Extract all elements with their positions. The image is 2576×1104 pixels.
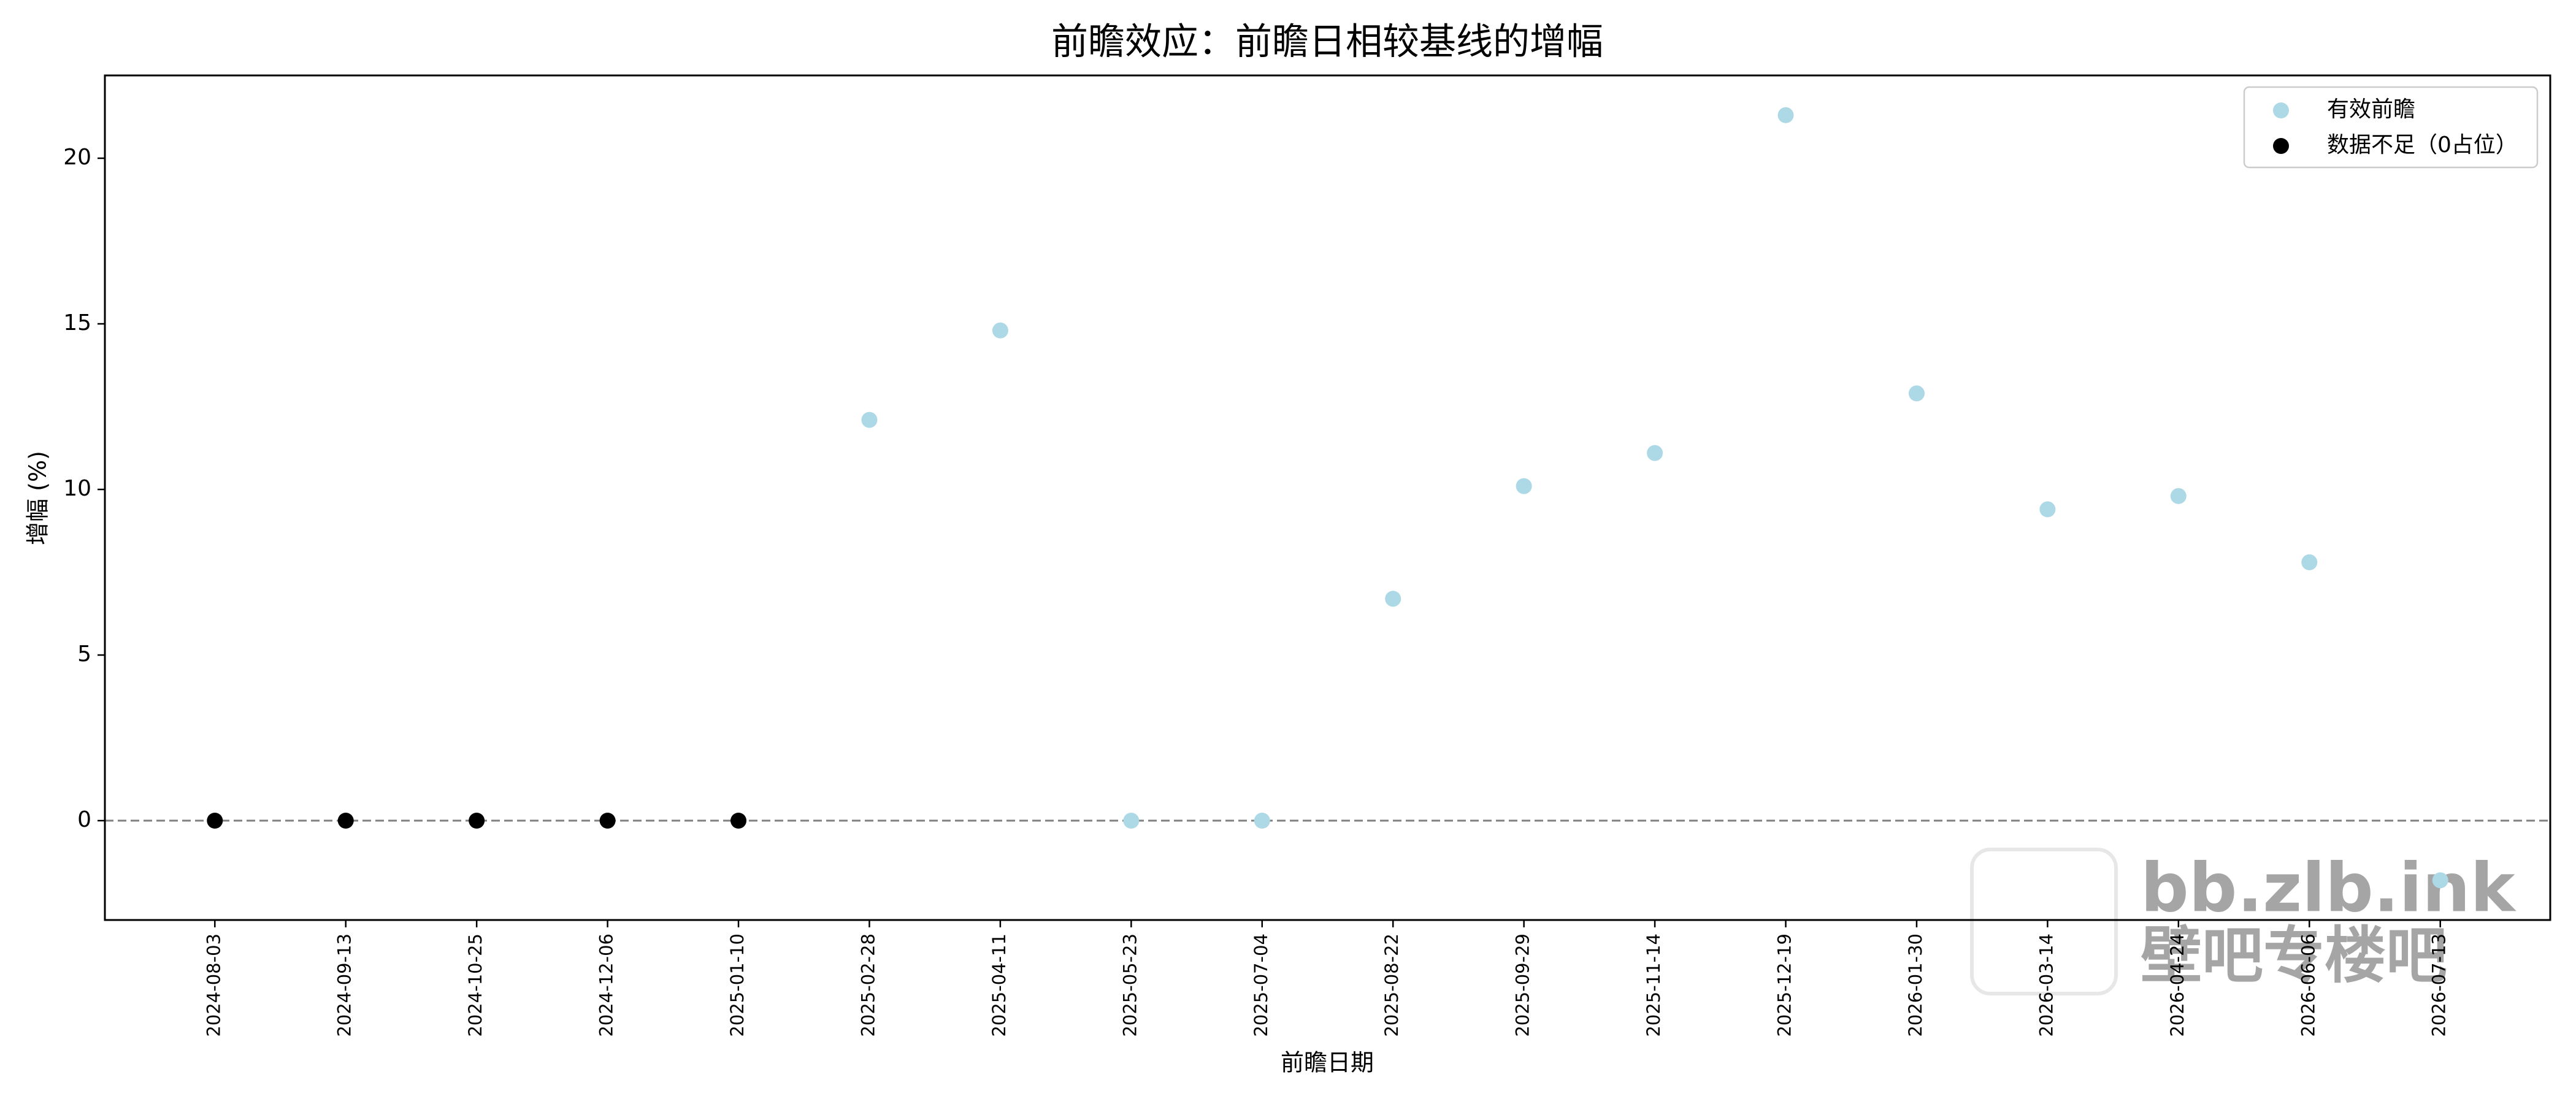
x-tick-label: 2026-04-24 xyxy=(2167,933,2188,1037)
point xyxy=(1516,478,1532,494)
x-tick-label: 2025-08-22 xyxy=(1381,933,1402,1037)
x-tick-label: 2025-05-23 xyxy=(1119,933,1140,1037)
point xyxy=(1385,591,1401,607)
y-axis-label: 增幅 (%) xyxy=(25,451,52,545)
legend-label: 数据不足（0占位） xyxy=(2327,132,2518,158)
y-tick-label: 0 xyxy=(77,807,91,832)
x-tick-label: 2024-10-25 xyxy=(465,933,486,1037)
x-tick-label: 2026-03-14 xyxy=(2036,933,2057,1037)
x-tick-label: 2025-07-04 xyxy=(1251,933,1271,1037)
point xyxy=(207,813,223,829)
x-tick-label: 2025-01-10 xyxy=(727,933,748,1037)
legend-box xyxy=(2243,86,2539,169)
y-tick-label: 15 xyxy=(63,310,91,335)
x-tick-label: 2025-04-11 xyxy=(989,933,1010,1037)
point xyxy=(2039,501,2056,518)
point xyxy=(992,322,1008,339)
x-tick-label: 2024-09-13 xyxy=(334,933,355,1037)
point xyxy=(1123,813,1140,829)
point xyxy=(1254,813,1270,829)
x-tick-label: 2024-08-03 xyxy=(203,933,224,1037)
watermark-text: 壁吧专楼吧 xyxy=(2141,919,2447,991)
x-axis-label: 前瞻日期 xyxy=(1281,1049,1374,1076)
x-tick-label: 2025-02-28 xyxy=(857,933,878,1037)
watermark-text: bb.zlb.ink xyxy=(2141,848,2517,927)
plot-frame xyxy=(104,74,2551,921)
point xyxy=(1777,107,1794,123)
point xyxy=(337,813,354,829)
point xyxy=(469,813,485,829)
y-tick-label: 20 xyxy=(63,145,91,170)
x-tick-label: 2026-07-13 xyxy=(2429,933,2450,1037)
x-tick-label: 2026-06-06 xyxy=(2298,933,2318,1037)
point xyxy=(730,813,747,829)
x-tick-label: 2025-11-14 xyxy=(1643,933,1664,1037)
x-tick-label: 2025-09-29 xyxy=(1512,933,1533,1037)
point xyxy=(2432,872,2448,889)
legend-label: 有效前瞻 xyxy=(2327,97,2415,122)
point xyxy=(861,412,878,428)
point xyxy=(599,813,616,829)
x-tick-label: 2025-12-19 xyxy=(1774,933,1795,1037)
legend-marker xyxy=(2273,102,2289,118)
watermark-logo xyxy=(1970,848,2118,995)
x-tick-label: 2024-12-06 xyxy=(596,933,617,1037)
point xyxy=(2170,488,2187,504)
y-tick-label: 10 xyxy=(63,476,91,501)
x-tick-label: 2026-01-30 xyxy=(1905,933,1926,1037)
point xyxy=(2301,554,2318,570)
chart-title: 前瞻效应：前瞻日相较基线的增幅 xyxy=(1051,21,1603,64)
point xyxy=(1908,385,1925,402)
y-tick-label: 5 xyxy=(77,642,91,667)
point xyxy=(1647,445,1663,461)
legend-marker xyxy=(2273,138,2289,154)
